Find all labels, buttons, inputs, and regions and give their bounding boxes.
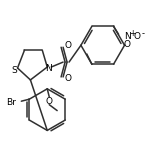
Text: O: O (65, 74, 72, 83)
Text: N: N (124, 32, 131, 41)
Text: -: - (142, 29, 145, 38)
Text: Br: Br (6, 98, 16, 107)
Text: O: O (134, 32, 141, 41)
Text: +: + (129, 29, 136, 38)
Text: S: S (12, 65, 17, 75)
Text: O: O (65, 41, 72, 50)
Text: N: N (45, 63, 52, 73)
Text: O: O (124, 40, 131, 49)
Text: O: O (46, 97, 53, 106)
